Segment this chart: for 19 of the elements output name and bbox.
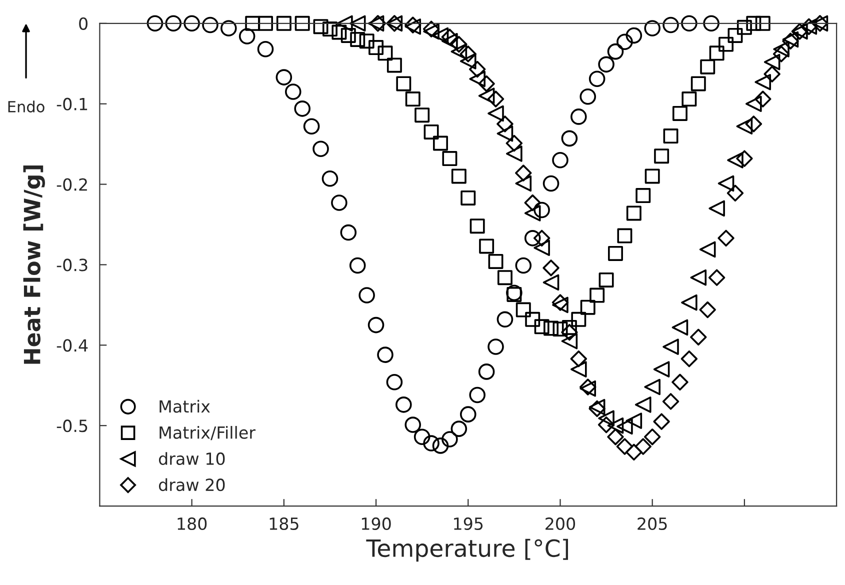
y-axis-title: Heat Flow [W/g] [23,166,45,364]
x-tick-label: 190 [362,517,391,530]
y-tick-label: 0 [79,17,88,30]
y-tick-label: -0.5 [56,420,88,432]
legend-label: Matrix/Filler [160,426,256,440]
y-tick-label: -0.3 [56,258,88,272]
x-axis-title: Temperature [°C] [366,538,568,562]
x-tick-label: 205 [638,517,667,530]
text: Endo [8,100,44,112]
x-tick-label: 200 [546,517,576,530]
y-tick-label: -0.2 [56,178,87,191]
x-tick-label: 185 [270,517,298,530]
legend-label: draw 10 [158,452,225,465]
legend-label: Matrix [160,400,210,413]
x-tick-label: 195 [454,517,483,530]
legend-label: draw 20 [158,478,225,492]
y-tick-label: -0.1 [56,98,88,110]
x-tick-label: 180 [178,517,207,530]
y-tick-label: -0.4 [56,339,88,352]
